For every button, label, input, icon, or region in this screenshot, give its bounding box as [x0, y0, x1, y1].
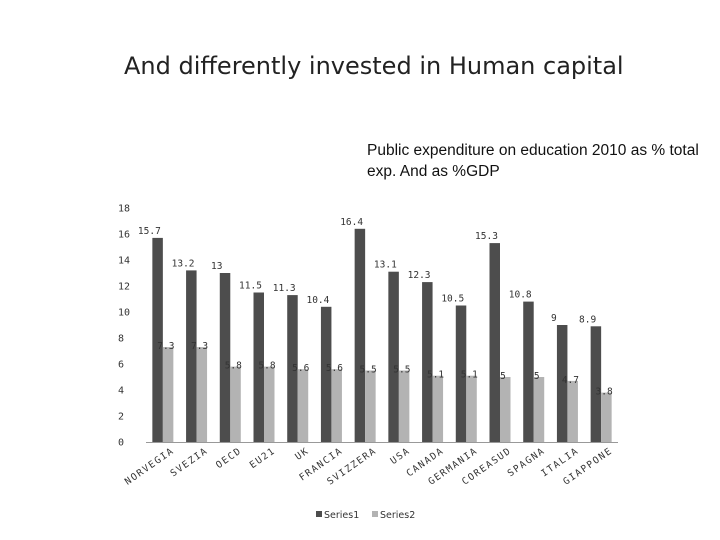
data-label: 5.1	[427, 370, 444, 381]
bar-series2	[500, 377, 511, 442]
y-tick-label: 14	[118, 256, 130, 267]
data-label: 15.3	[475, 231, 498, 242]
bar-series1	[422, 282, 433, 442]
chart-annotation: Public expenditure on education 2010 as …	[367, 142, 699, 180]
bar-series2	[601, 392, 612, 442]
data-label: 5	[500, 371, 506, 382]
bar-series2	[432, 375, 444, 442]
bar-series2	[264, 366, 275, 442]
data-label: 5.1	[461, 370, 478, 381]
data-label: 5.5	[393, 365, 410, 376]
data-label: 11.3	[273, 283, 296, 294]
y-tick-label: 10	[118, 308, 130, 319]
data-label: 5.6	[326, 363, 343, 374]
legend-swatch	[316, 511, 322, 517]
legend-label: Series2	[380, 510, 415, 521]
legend-label: Series1	[324, 510, 359, 521]
bar-series1	[287, 295, 298, 442]
bar-series2	[533, 377, 545, 442]
bar-series2	[567, 380, 578, 442]
bar-series1	[388, 271, 399, 442]
bar-series1	[186, 270, 197, 442]
data-label: 13.1	[374, 260, 397, 271]
x-tick-label: OECD	[214, 445, 244, 471]
data-label: 5.8	[225, 361, 242, 372]
bar-series1	[590, 326, 602, 442]
x-tick-label: SVEZIA	[168, 445, 210, 479]
y-tick-label: 0	[118, 438, 124, 449]
data-label: 13	[211, 261, 222, 272]
bar-series1	[320, 306, 332, 442]
bar-series1	[455, 305, 467, 442]
data-label: 5.5	[360, 365, 377, 376]
bar-series2	[196, 347, 208, 442]
x-tick-label: USA	[389, 445, 413, 466]
data-label: 5.8	[258, 361, 275, 372]
legend: Series1 Series2	[316, 510, 415, 521]
data-label: 5	[534, 371, 540, 382]
x-tick-label: EU21	[248, 445, 278, 471]
slide-title: And differently invested in Human capita…	[124, 52, 624, 80]
data-label: 8.9	[579, 314, 596, 325]
bar-series1	[219, 273, 231, 442]
legend-swatch	[372, 511, 378, 517]
bar-series1	[253, 292, 264, 442]
bar-series1	[556, 325, 568, 442]
bar-series2	[331, 369, 342, 442]
bar-series1	[523, 301, 534, 442]
bar-series2	[297, 369, 309, 442]
bars	[152, 228, 612, 442]
y-tick-label: 4	[118, 386, 124, 397]
bar-series1	[152, 237, 163, 442]
data-label: 10.5	[441, 294, 464, 305]
data-label: 13.2	[172, 258, 195, 269]
y-tick-label: 16	[118, 230, 130, 241]
bar-series1	[354, 228, 366, 442]
data-label: 3.8	[596, 387, 613, 398]
y-tick-label: 18	[118, 204, 130, 215]
bar-series2	[230, 366, 241, 442]
y-tick-label: 12	[118, 282, 130, 293]
bar-series1	[489, 243, 500, 442]
x-tick-label: NORVEGIA	[123, 445, 177, 487]
data-label: 4.7	[562, 375, 579, 386]
y-axis: 0 2 4 6 8 10 12 14 16 18	[118, 204, 130, 449]
y-tick-label: 2	[118, 412, 124, 423]
bar-series2	[162, 347, 174, 442]
data-label: 10.4	[306, 295, 329, 306]
data-label: 15.7	[138, 226, 161, 237]
bar-series2	[365, 370, 376, 442]
data-label: 11.5	[239, 281, 262, 292]
data-labels: 15.7 7.3 13.2 7.3 13 5.8 11.5 5.8 11.3 5.6 10.4 5.6…	[138, 217, 613, 398]
data-label: 12.3	[408, 270, 431, 281]
data-label: 7.3	[157, 341, 174, 352]
y-tick-label: 6	[118, 360, 124, 371]
data-label: 5.6	[292, 363, 309, 374]
bar-series2	[398, 370, 410, 442]
data-label: 16.4	[340, 217, 363, 228]
y-tick-label: 8	[118, 334, 124, 345]
x-tick-label: UK	[293, 445, 311, 462]
bar-series2	[466, 375, 477, 442]
data-label: 9	[551, 313, 557, 324]
data-label: 10.8	[509, 290, 532, 301]
data-label: 7.3	[191, 341, 208, 352]
